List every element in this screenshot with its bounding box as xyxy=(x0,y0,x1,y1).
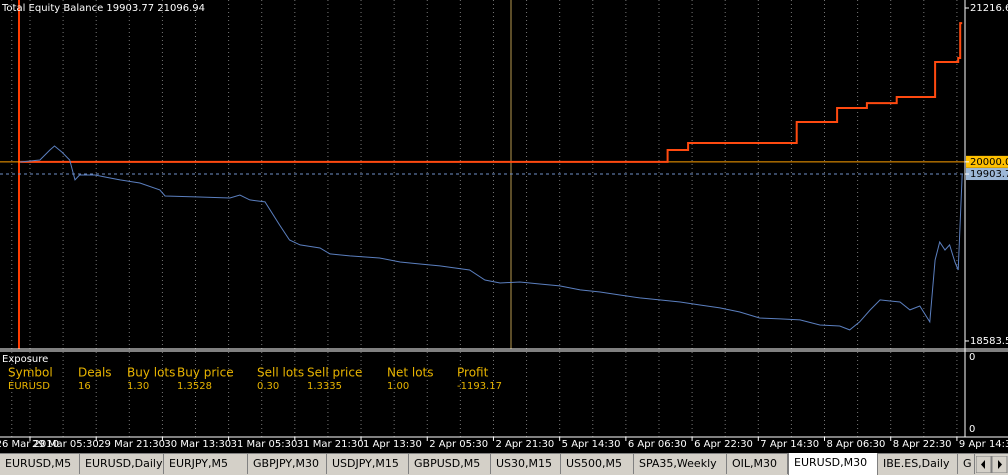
table-header: Profit xyxy=(457,366,489,380)
subwindow-scale-label: 0 xyxy=(969,424,975,435)
y-tick-label: 18583.51 xyxy=(970,336,1008,347)
x-tick-label: 29 Mar 05:30 xyxy=(32,439,99,450)
chart-tab[interactable]: GBPUSD,M5 xyxy=(409,454,491,474)
x-tick-label: 31 Mar 21:30 xyxy=(297,439,364,450)
table-cell: 1.3528 xyxy=(177,381,212,392)
table-cell: EURUSD xyxy=(8,381,50,392)
chart-tab[interactable]: EURUSD,M5 xyxy=(0,454,80,474)
table-cell: 1.3335 xyxy=(307,381,342,392)
chart-tab[interactable]: IBE.ES,Daily xyxy=(878,454,958,474)
x-tick-label: 31 Mar 05:30 xyxy=(231,439,298,450)
x-tick-label: 26 Mar 2010 xyxy=(0,439,59,450)
table-header: Sell lots xyxy=(257,366,304,380)
arrow-right xyxy=(998,460,1002,469)
table-header: Sell price xyxy=(307,366,362,380)
x-tick-label: 2 Apr 05:30 xyxy=(429,439,488,450)
chart-tab[interactable]: GBPJPY,M30 xyxy=(248,454,327,474)
series-line xyxy=(20,145,963,331)
plot-area xyxy=(0,22,965,331)
x-tick-label: 1 Apr 13:30 xyxy=(363,439,422,450)
chart-tabs: EURUSD,M5 EURUSD,Daily EURJPY,M5 GBPJPY,M30… xyxy=(0,453,1008,475)
x-tick-label: 9 Apr 14:30 xyxy=(959,439,1008,450)
tab-scroll[interactable] xyxy=(976,456,1008,473)
x-tick-label: 6 Apr 22:30 xyxy=(694,439,753,450)
chart: Total Equity Balance 19903.77 21096.94 E… xyxy=(0,0,1008,453)
chart-tab[interactable]: OIL,M30 xyxy=(727,454,788,474)
x-tick-label: 8 Apr 22:30 xyxy=(893,439,952,450)
table-header: Deals xyxy=(78,366,112,380)
table-header: Buy price xyxy=(177,366,234,380)
series-line xyxy=(20,22,963,163)
table-cell: 1.00 xyxy=(387,381,409,392)
table-cell: -1193.17 xyxy=(457,381,502,392)
price-label-box xyxy=(966,168,1008,181)
x-tick-label: 29 Mar 21:30 xyxy=(98,439,165,450)
arrow-left xyxy=(981,460,985,469)
y-tick-label: 19903.77 xyxy=(970,169,1008,180)
subwindow-scale-label: 0 xyxy=(969,352,975,363)
chart-tab[interactable]: G xyxy=(958,454,975,474)
y-tick-label: 21216.63 xyxy=(970,3,1008,14)
table-header: Symbol xyxy=(8,366,53,380)
price-scale xyxy=(965,0,1008,437)
x-tick-label: 30 Mar 13:30 xyxy=(164,439,231,450)
y-tick-label: 20000.00 xyxy=(970,157,1008,168)
chart-tab[interactable]: SPA35,Weekly xyxy=(634,454,727,474)
chart-tab[interactable]: US500,M5 xyxy=(561,454,634,474)
x-tick-label: 7 Apr 14:30 xyxy=(760,439,819,450)
table-header: Net lots xyxy=(387,366,434,380)
background xyxy=(0,0,1008,453)
subwindow-title: Exposure xyxy=(2,354,48,365)
x-tick-label: 6 Apr 06:30 xyxy=(628,439,687,450)
table-cell: 0.30 xyxy=(257,381,279,392)
table-cell: 16 xyxy=(78,381,91,392)
chart-tab[interactable]: EURUSD,Daily xyxy=(80,454,164,474)
x-tick-label: 8 Apr 06:30 xyxy=(827,439,886,450)
chart-tab[interactable]: EURUSD,M30 xyxy=(788,453,878,475)
chart-tab[interactable]: USDJPY,M15 xyxy=(327,454,409,474)
table-cell: 1.30 xyxy=(127,381,149,392)
price-label-box xyxy=(966,155,1008,168)
chart-title: Total Equity Balance 19903.77 21096.94 xyxy=(1,3,205,14)
grid xyxy=(11,0,958,437)
x-tick-label: 2 Apr 21:30 xyxy=(495,439,554,450)
table-header: Buy lots xyxy=(127,366,175,380)
chart-tab[interactable]: US30,M15 xyxy=(491,454,561,474)
chart-tab[interactable]: EURJPY,M5 xyxy=(164,454,248,474)
x-tick-label: 5 Apr 14:30 xyxy=(562,439,621,450)
